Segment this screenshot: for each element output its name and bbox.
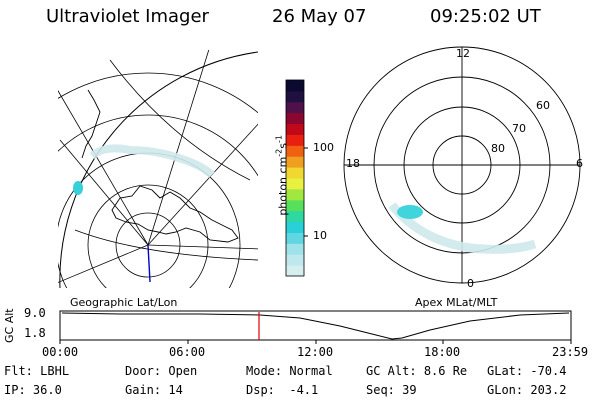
colorbar-segment	[286, 265, 304, 277]
info-gc-alt: GC Alt: 8.6 Re	[366, 364, 468, 378]
info-door: Door: Open	[125, 364, 198, 378]
colorbar-segment	[286, 134, 304, 146]
info-glat: GLat: -70.4	[487, 364, 567, 378]
geographic-map	[58, 50, 258, 288]
colorbar-segment	[286, 80, 304, 92]
colorbar-segment	[286, 101, 304, 114]
ytick-1-8: 1.8	[24, 326, 46, 340]
apex-caption: Apex MLat/MLT	[415, 296, 498, 309]
info-dsp: Dsp: -4.1	[246, 383, 319, 397]
ytick-9: 9.0	[24, 306, 46, 320]
colorbar-label: photon cm-2s-1	[274, 135, 290, 216]
colorbar-segment	[286, 254, 304, 266]
mlat-label-60: 60	[536, 99, 550, 112]
colorbar-segment	[286, 145, 304, 157]
info-glon: GLon: 203.2	[487, 383, 567, 397]
date-label: 26 May 07	[272, 6, 367, 27]
colorbar-segment	[286, 199, 304, 212]
mlt-label-0: 0	[467, 277, 474, 290]
magnetic-polar-plot	[343, 46, 581, 284]
time-label: 09:25:02 UT	[430, 6, 541, 27]
info-seq: Seq: 39	[366, 383, 417, 397]
colorbar-segment	[286, 232, 304, 244]
altitude-plot	[59, 310, 572, 344]
mlt-label-6: 6	[576, 157, 583, 170]
mlt-label-12: 12	[456, 47, 470, 60]
xtick-0000: 00:00	[42, 345, 79, 359]
info-flt: Flt: LBHL	[4, 364, 70, 378]
colorbar-segment	[286, 210, 304, 223]
mlat-label-80: 80	[491, 142, 505, 155]
colorbar-segment	[286, 167, 304, 179]
colorbar-segment	[286, 178, 304, 190]
colorbar-segment	[286, 156, 304, 168]
colorbar-segment	[286, 123, 304, 135]
xtick-1200: 12:00	[297, 345, 334, 359]
info-mode: Mode: Normal	[246, 364, 333, 378]
colorbar-segment	[286, 221, 304, 233]
colorbar-tick-10: 10	[313, 229, 327, 242]
xtick-1800: 18:00	[424, 345, 461, 359]
colorbar-segment	[286, 112, 304, 125]
mlt-label-18: 18	[346, 157, 360, 170]
colorbar-segment	[286, 188, 304, 201]
mlat-label-70: 70	[512, 122, 526, 135]
xtick-0600: 06:00	[169, 345, 206, 359]
geographic-caption: Geographic Lat/Lon	[70, 296, 178, 309]
info-ip: IP: 36.0	[4, 383, 62, 397]
colorbar-tick-100: 100	[313, 141, 334, 154]
colorbar-segment	[286, 243, 304, 255]
instrument-title: Ultraviolet Imager	[46, 6, 209, 27]
info-gain: Gain: 14	[125, 383, 183, 397]
xtick-2359: 23:59	[552, 345, 589, 359]
gc-alt-ylabel: GC Alt	[3, 308, 16, 343]
colorbar-segment	[286, 90, 304, 103]
colorbar	[286, 80, 304, 277]
